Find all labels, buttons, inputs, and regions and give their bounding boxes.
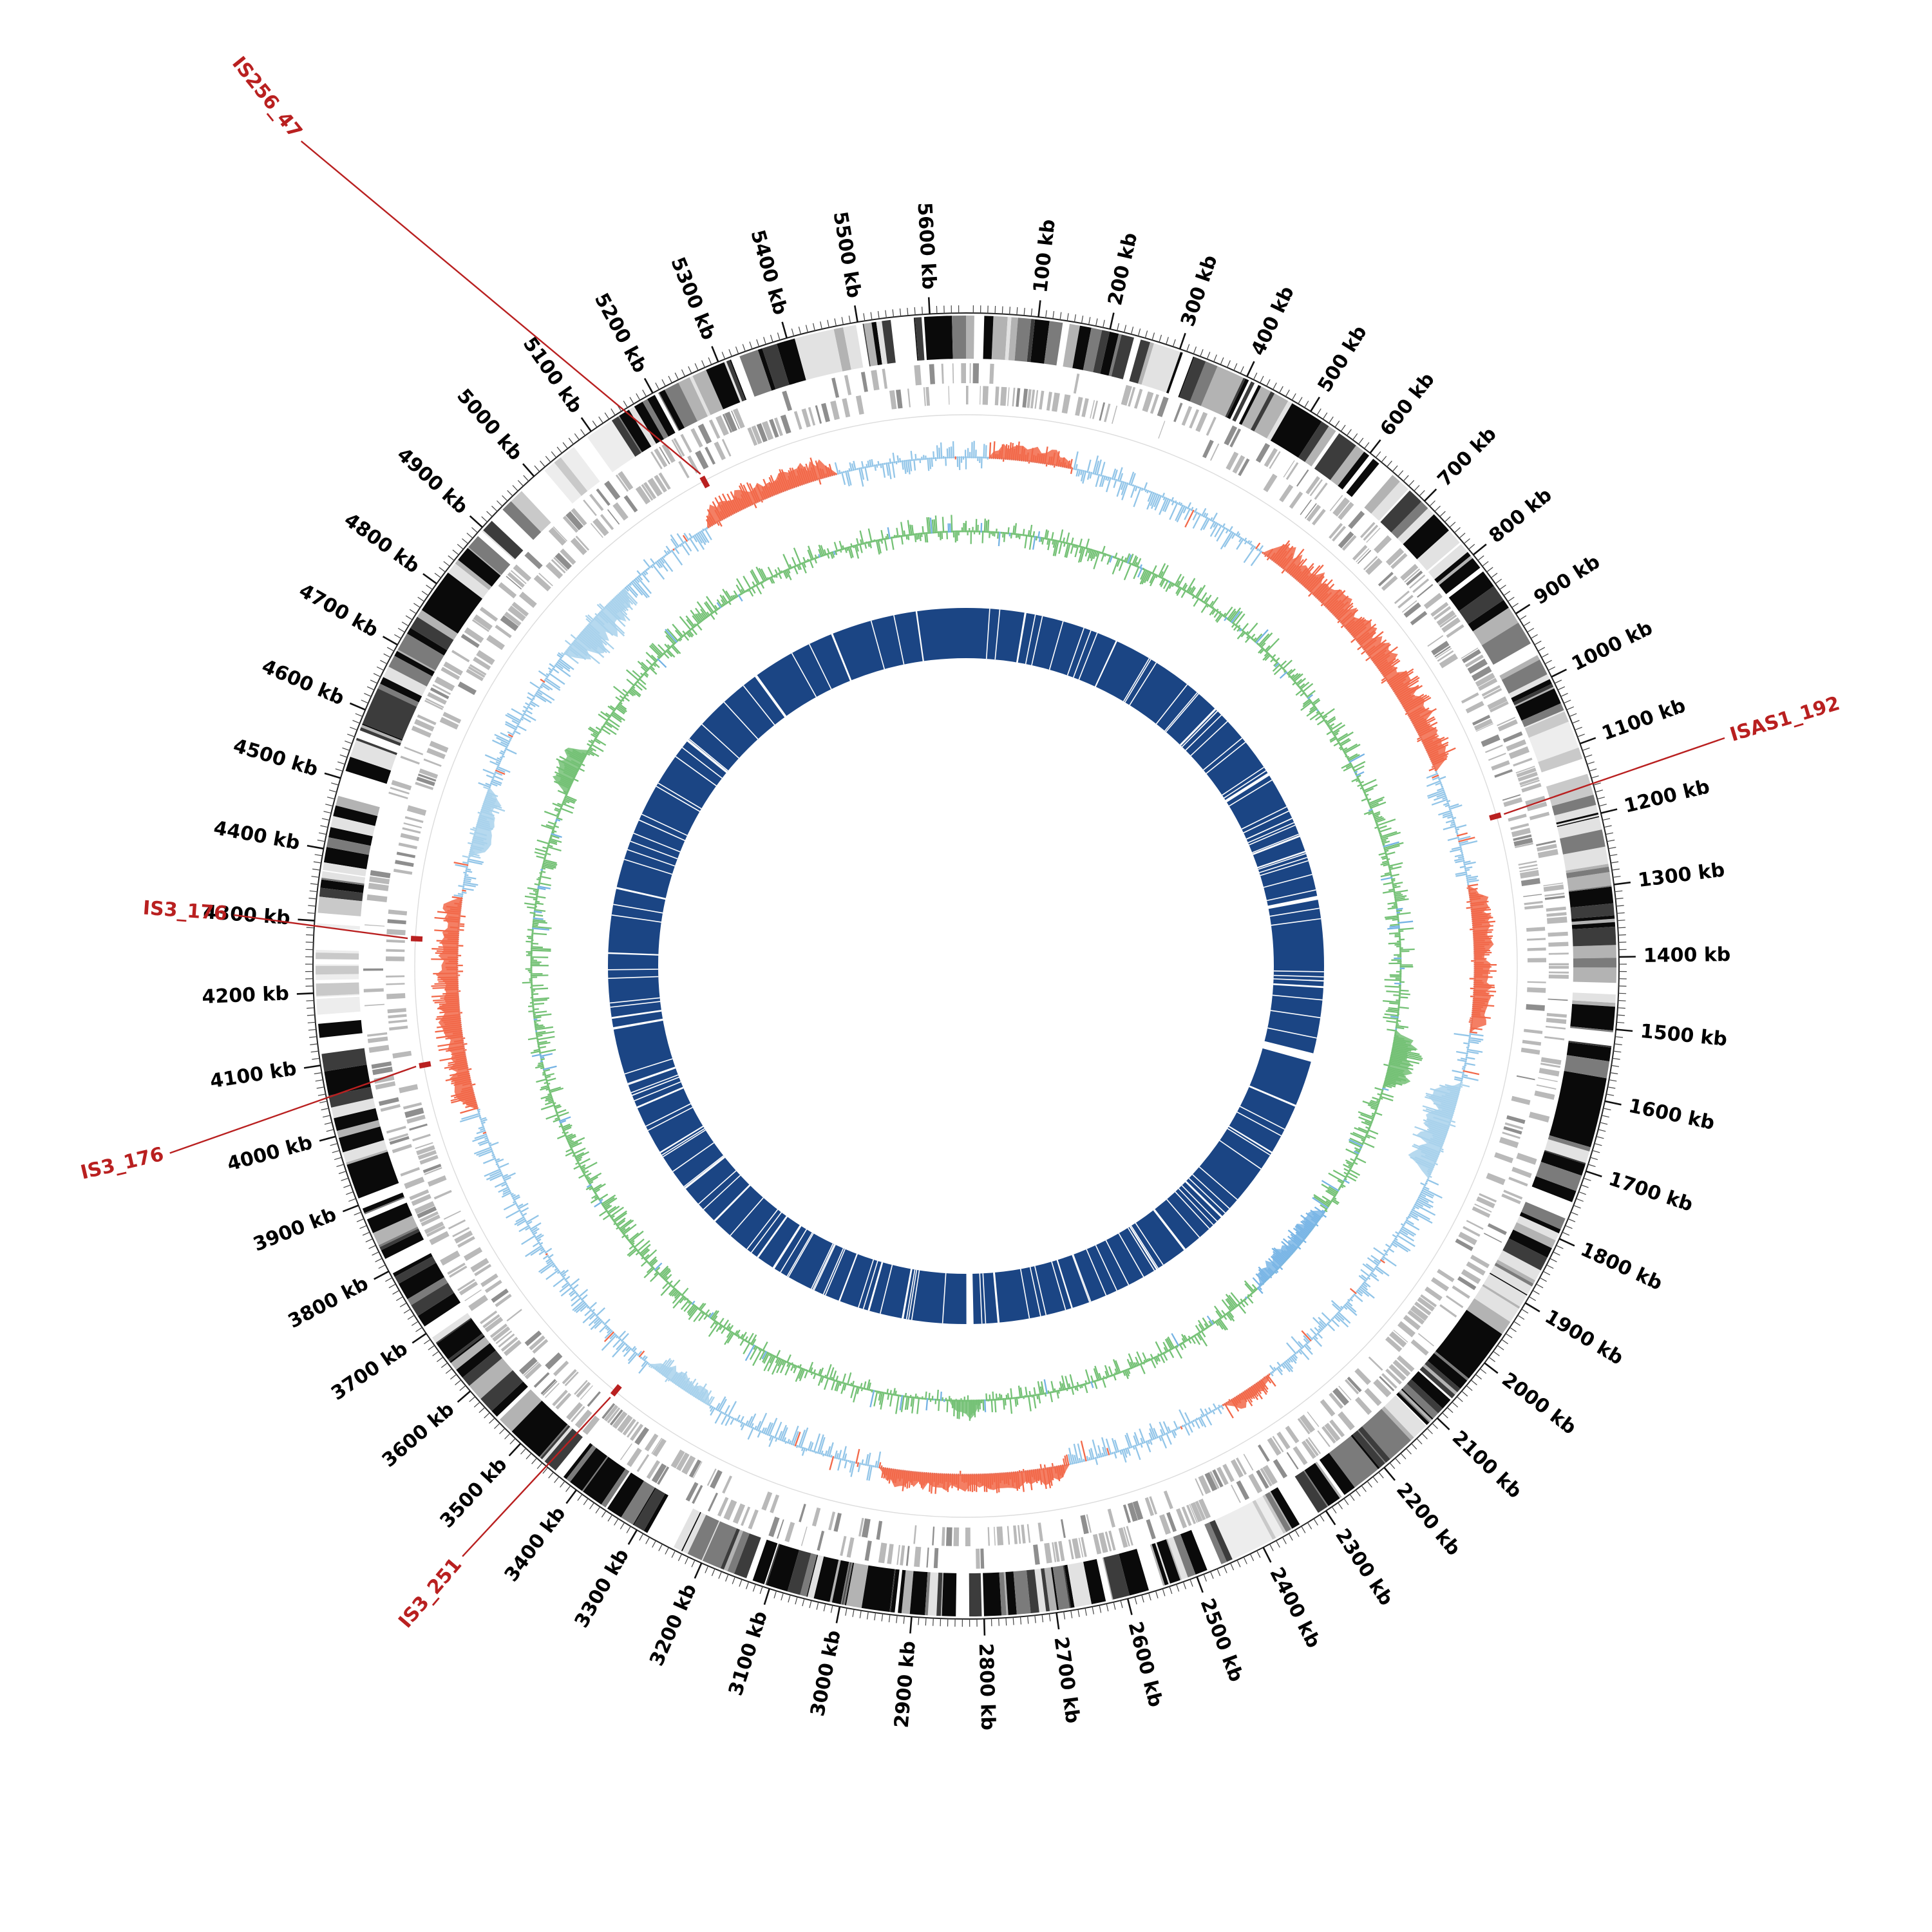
tick-label: 4900 kb [392, 444, 472, 519]
ring-coverage-histogram [522, 515, 1423, 1421]
tick-label: 3000 kb [806, 1629, 846, 1719]
annotation-leader-line [169, 1065, 417, 1154]
tick-label: 900 kb [1530, 551, 1604, 609]
tick-label: 3600 kb [378, 1398, 459, 1472]
histogram-bars [522, 515, 1423, 1421]
tick-label: 1300 kb [1636, 858, 1726, 892]
tick-label: 5400 kb [746, 227, 791, 317]
tick-label: 4700 kb [295, 580, 382, 642]
tick-label: 800 kb [1485, 484, 1557, 547]
tick-label: 1400 kb [1643, 943, 1731, 967]
annotation-marker [699, 475, 710, 489]
ring-skew-histogram [414, 414, 1518, 1518]
tick-label: 400 kb [1247, 283, 1299, 359]
tick-label: 3400 kb [500, 1502, 571, 1586]
annotation-label: IS3_176 [79, 1143, 166, 1184]
tick-label: 5100 kb [518, 333, 587, 417]
annotation-marker [419, 1061, 431, 1069]
tick-label: 500 kb [1314, 322, 1372, 397]
histogram-bars [1252, 1206, 1327, 1291]
annotation-leader-line [233, 914, 408, 940]
histogram-bars [431, 441, 1497, 1494]
tick-label: 4100 kb [209, 1057, 298, 1093]
annotation-leader-line [1503, 737, 1725, 815]
annotation-label: ISAS1_192 [1727, 692, 1842, 746]
tick-label: 700 kb [1434, 422, 1501, 491]
tick-label: 1200 kb [1622, 775, 1712, 818]
tick-label: 2000 kb [1497, 1368, 1580, 1439]
tick-label: 4000 kb [225, 1132, 315, 1176]
histogram-region-fill [564, 588, 631, 659]
minor-ticks [305, 305, 1627, 1627]
tick-label: 200 kb [1104, 231, 1142, 307]
tick-label: 2500 kb [1196, 1595, 1248, 1685]
ring-core-genome [607, 608, 1325, 1326]
tick-label: 4200 kb [202, 982, 290, 1009]
core-genome-band [608, 608, 1324, 1324]
tick-label: 3700 kb [327, 1338, 412, 1405]
histogram-region-fill [649, 1363, 710, 1406]
tick-label: 5300 kb [666, 254, 720, 343]
tick-label: 4600 kb [258, 655, 347, 710]
tick-label: 3100 kb [724, 1609, 772, 1699]
tick-label: 2100 kb [1448, 1426, 1526, 1503]
annotation-label: IS3_251 [394, 1553, 466, 1633]
histogram-bars [462, 588, 1470, 1406]
tick-label: 300 kb [1177, 252, 1222, 330]
ring-sequence-blocks [315, 316, 1617, 1616]
tick-label: 3200 kb [645, 1580, 701, 1669]
scale-axis-circle [312, 312, 1620, 1620]
major-ticks [296, 297, 1636, 1636]
tick-label: 5500 kb [828, 210, 865, 299]
tick-label: 2200 kb [1392, 1479, 1465, 1560]
tick-label: 5000 kb [452, 384, 527, 465]
annotation-leader-line [300, 140, 701, 475]
tick-label: 5600 kb [913, 202, 940, 290]
annotation-marker [610, 1384, 622, 1397]
tick-label: 4500 kb [231, 735, 321, 781]
tick-label: 3900 kb [250, 1203, 339, 1256]
tick-label: 1100 kb [1599, 694, 1689, 745]
tick-label: 3800 kb [285, 1273, 372, 1333]
tick-label: 1700 kb [1606, 1168, 1696, 1217]
tick-label: 2300 kb [1331, 1524, 1397, 1609]
tick-label: 4800 kb [340, 509, 424, 578]
tick-label: 5200 kb [590, 289, 652, 377]
annotation-label: IS3_176 [142, 896, 228, 925]
annotation-label: IS256_47 [227, 52, 307, 142]
annotation-marker [410, 936, 423, 942]
tick-label: 4400 kb [212, 817, 301, 855]
tick-label: 2900 kb [891, 1640, 920, 1729]
tick-label: 3500 kb [436, 1454, 512, 1533]
tick-label: 3300 kb [571, 1545, 634, 1632]
tick-label: 2700 kb [1049, 1635, 1084, 1725]
tick-label: 2600 kb [1124, 1620, 1167, 1710]
tick-label: 600 kb [1376, 368, 1439, 440]
tick-label: 1000 kb [1568, 617, 1656, 676]
annotation-leader-line [462, 1396, 611, 1557]
histogram-bars [453, 440, 1484, 1481]
tick-label: 1600 kb [1627, 1095, 1717, 1135]
tick-label: 2400 kb [1265, 1564, 1325, 1651]
tick-label: 1900 kb [1541, 1305, 1627, 1370]
annotation-marker [1489, 812, 1502, 821]
tick-label: 1800 kb [1577, 1238, 1666, 1295]
histogram-bars [531, 517, 1414, 1412]
core-genome-hairlines [607, 609, 1324, 1324]
tick-label: 2800 kb [974, 1643, 999, 1730]
tick-label: 100 kb [1029, 218, 1060, 294]
tick-label: 1500 kb [1639, 1020, 1728, 1051]
skew-outer-gridline [414, 414, 1518, 1518]
